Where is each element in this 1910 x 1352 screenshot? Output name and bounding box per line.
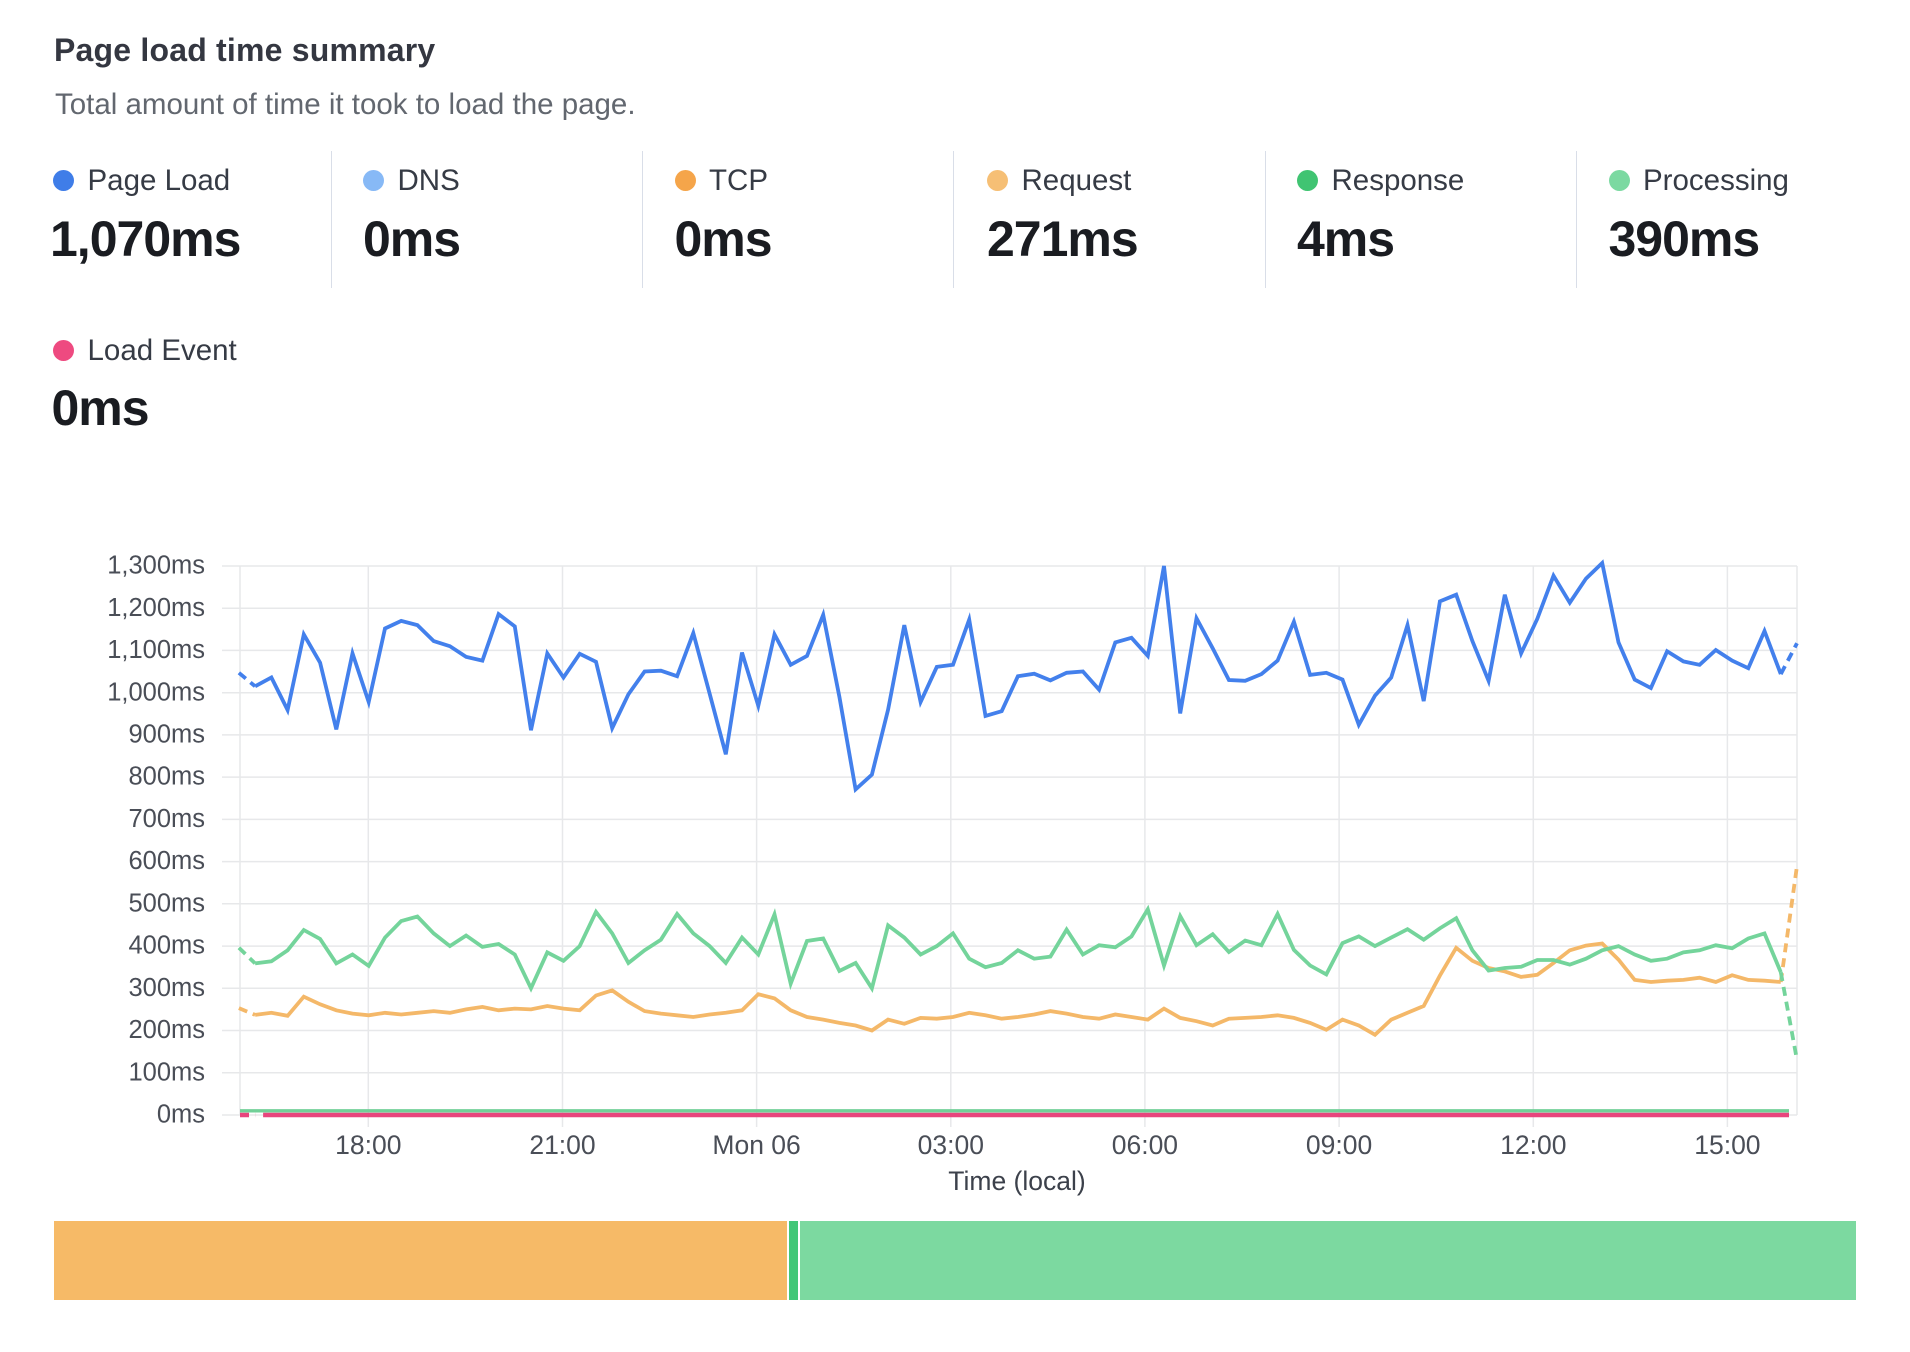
svg-text:Mon 06: Mon 06 — [712, 1130, 800, 1160]
svg-text:700ms: 700ms — [128, 805, 205, 833]
svg-text:900ms: 900ms — [128, 721, 205, 749]
svg-text:100ms: 100ms — [128, 1058, 205, 1086]
svg-text:06:00: 06:00 — [1112, 1130, 1178, 1160]
svg-text:600ms: 600ms — [128, 847, 205, 875]
svg-text:09:00: 09:00 — [1306, 1130, 1372, 1160]
svg-text:1,200ms: 1,200ms — [107, 594, 205, 622]
svg-text:18:00: 18:00 — [335, 1130, 401, 1160]
svg-text:21:00: 21:00 — [529, 1130, 595, 1160]
svg-text:03:00: 03:00 — [918, 1130, 984, 1160]
svg-text:12:00: 12:00 — [1500, 1130, 1566, 1160]
svg-text:800ms: 800ms — [128, 763, 205, 791]
svg-text:300ms: 300ms — [128, 974, 205, 1002]
svg-text:1,000ms: 1,000ms — [107, 678, 205, 706]
svg-text:1,300ms: 1,300ms — [107, 552, 205, 580]
svg-text:500ms: 500ms — [128, 889, 205, 917]
svg-text:1,100ms: 1,100ms — [107, 636, 205, 664]
svg-text:Time (local): Time (local) — [948, 1166, 1085, 1196]
svg-text:15:00: 15:00 — [1694, 1130, 1760, 1160]
svg-text:200ms: 200ms — [128, 1016, 205, 1044]
svg-text:0ms: 0ms — [157, 1101, 205, 1129]
svg-text:400ms: 400ms — [128, 932, 205, 960]
